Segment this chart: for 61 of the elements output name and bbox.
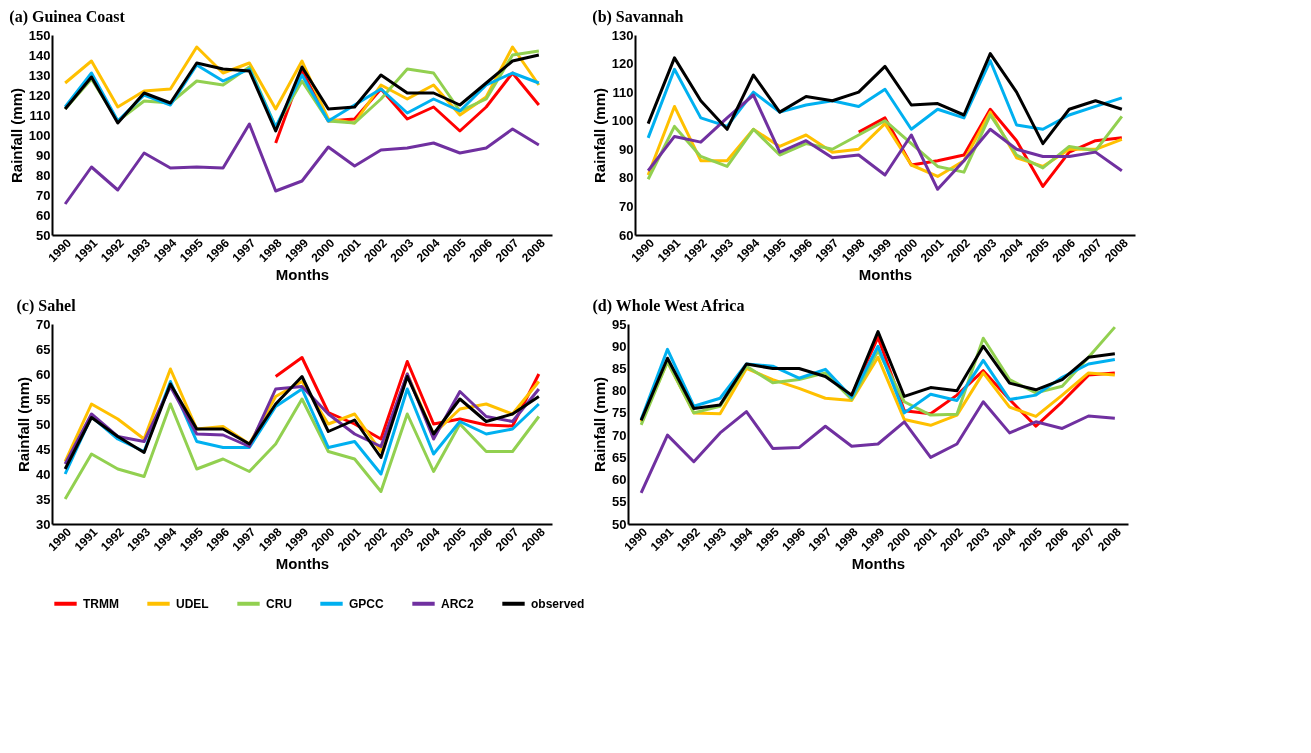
y-tick-label: 70 [36,316,51,332]
y-tick-label: 65 [612,449,627,465]
y-tick-label: 50 [36,227,51,243]
y-tick-label: 80 [619,170,634,186]
x-axis-title: Months [275,266,330,284]
y-tick-label: 60 [619,227,634,243]
y-tick-label: 130 [611,27,634,43]
y-tick-label: 70 [619,198,634,214]
y-tick-label: 35 [36,491,51,507]
legend-label: TRMM [83,596,119,611]
y-tick-label: 80 [612,383,627,399]
y-axis-title: Rainfall (mm) [7,87,25,184]
y-tick-label: 75 [612,405,627,421]
legend-label: GPCC [349,596,384,611]
y-axis-title: Rainfall (mm) [15,376,33,473]
y-tick-label: 110 [612,84,634,100]
y-tick-label: 120 [28,87,51,103]
y-tick-label: 60 [612,472,627,488]
y-tick-label: 90 [612,338,627,354]
y-tick-label: 150 [28,27,51,43]
y-tick-label: 140 [28,47,51,63]
y-tick-label: 85 [612,360,627,376]
x-axis-title: Months [851,555,906,573]
chart-title: (b) Savannah [592,8,684,26]
line-series [63,122,541,206]
line-series [646,93,1124,191]
x-axis-title: Months [275,555,330,573]
y-tick-label: 100 [611,113,634,129]
y-tick-label: 90 [619,141,634,157]
y-tick-label: 50 [36,416,51,432]
y-tick-label: 90 [36,147,51,163]
y-tick-label: 55 [612,494,627,510]
y-tick-label: 60 [36,366,51,382]
legend-label: UDEL [176,596,209,611]
y-axis-title: Rainfall (mm) [591,376,609,473]
line-series [646,113,1124,181]
line-series [63,397,541,501]
y-axis-title: Rainfall (mm) [590,87,608,184]
line-series [639,400,1117,495]
chart-title: (a) Guinea Coast [9,8,126,26]
y-tick-label: 50 [612,516,627,532]
y-tick-label: 70 [36,187,51,203]
x-axis-title: Months [858,266,913,284]
y-tick-label: 65 [36,341,51,357]
y-tick-label: 70 [612,427,627,443]
y-tick-label: 120 [611,56,634,72]
y-tick-label: 110 [29,107,51,123]
y-tick-label: 95 [612,316,627,332]
y-tick-label: 80 [36,167,51,183]
legend-label: CRU [266,596,292,611]
chart-title: (c) Sahel [16,297,77,315]
legend-label: ARC2 [441,596,474,611]
chart-title: (d) Whole West Africa [592,297,745,315]
y-tick-label: 60 [36,207,51,223]
y-tick-label: 40 [36,466,51,482]
y-tick-label: 30 [36,516,51,532]
y-tick-label: 130 [28,67,51,83]
y-tick-label: 45 [36,441,51,457]
legend-label: observed [531,596,585,611]
y-tick-label: 100 [28,127,51,143]
y-tick-label: 55 [36,391,51,407]
